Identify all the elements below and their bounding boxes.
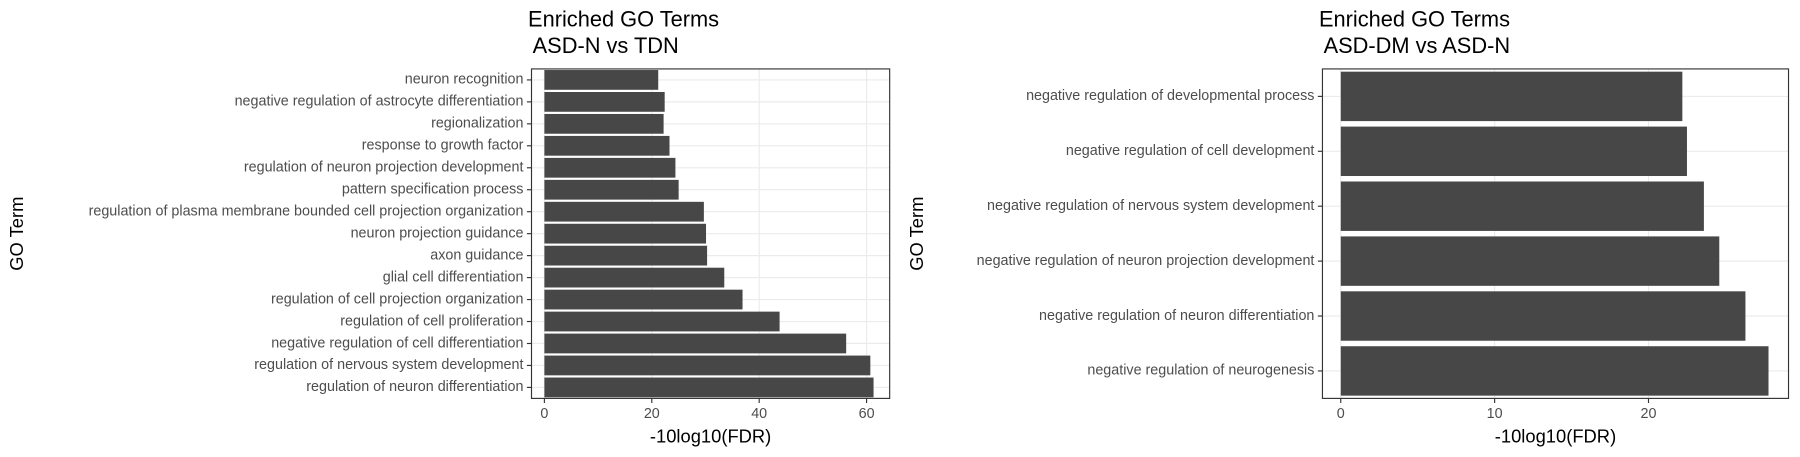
bar <box>544 245 708 266</box>
bar <box>1340 181 1704 231</box>
y-tick-label: negative regulation of neuron differenti… <box>1039 308 1314 324</box>
x-tick-label: 60 <box>859 406 875 422</box>
bar <box>544 333 847 354</box>
y-tick-label: response to growth factor <box>362 138 524 154</box>
bar <box>1340 126 1687 177</box>
y-tick-label: regulation of nervous system development <box>254 357 523 373</box>
bar <box>1340 291 1746 341</box>
y-tick-label: axon guidance <box>430 247 523 263</box>
y-tick-label: negative regulation of developmental pro… <box>1026 88 1314 104</box>
x-tick-label: 20 <box>1641 406 1657 422</box>
bar <box>1340 236 1720 286</box>
bar <box>544 157 676 178</box>
bar <box>544 223 707 244</box>
y-tick-label: negative regulation of nervous system de… <box>987 198 1314 214</box>
bar <box>544 70 659 90</box>
bar <box>544 179 679 200</box>
bar <box>544 135 670 156</box>
chart-title: Enriched GO Terms <box>1319 6 1510 31</box>
bar <box>1340 346 1769 396</box>
bar <box>544 355 871 376</box>
bar <box>544 311 780 332</box>
y-tick-label: regulation of neuron differentiation <box>306 379 523 395</box>
y-tick-label: regionalization <box>431 116 523 132</box>
y-axis-label: GO Term <box>906 197 927 271</box>
y-tick-label: regulation of cell proliferation <box>340 313 523 329</box>
y-tick-label: pattern specification process <box>342 182 524 198</box>
y-tick-label: negative regulation of astrocyte differe… <box>235 94 524 110</box>
bar <box>1340 71 1683 122</box>
bar <box>544 201 704 222</box>
x-axis-label: -10log10(FDR) <box>650 425 771 446</box>
y-tick-label: regulation of neuron projection developm… <box>244 160 524 176</box>
y-tick-label: negative regulation of neuron projection… <box>977 253 1315 269</box>
y-tick-label: negative regulation of neurogenesis <box>1087 363 1314 379</box>
x-tick-label: 0 <box>1337 406 1345 422</box>
y-tick-label: regulation of cell projection organizati… <box>271 291 524 307</box>
y-tick-label: regulation of plasma membrane bounded ce… <box>89 203 524 219</box>
x-tick-label: 20 <box>644 406 660 422</box>
panel-border <box>1321 68 1790 399</box>
y-tick-label: neuron projection guidance <box>351 225 524 241</box>
x-axis-label: -10log10(FDR) <box>1495 425 1616 446</box>
y-tick-label: glial cell differentiation <box>383 269 524 285</box>
y-tick-label: negative regulation of cell differentiat… <box>271 335 523 351</box>
y-tick-label: negative regulation of cell development <box>1066 143 1315 159</box>
y-tick-label: neuron recognition <box>405 72 524 88</box>
bar <box>544 377 874 398</box>
y-axis-label: GO Term <box>6 197 27 271</box>
chart-title: Enriched GO Terms <box>528 6 719 31</box>
panel-border <box>530 68 891 399</box>
x-tick-label: 10 <box>1487 406 1503 422</box>
bar <box>544 113 664 134</box>
chart-subtitle: ASD-N vs TDN <box>533 33 679 58</box>
x-tick-label: 40 <box>751 406 767 422</box>
x-tick-label: 0 <box>540 406 548 422</box>
bar <box>544 289 743 310</box>
bar <box>544 267 725 288</box>
chart-subtitle: ASD-DM vs ASD-N <box>1324 33 1511 58</box>
bar <box>544 91 665 112</box>
